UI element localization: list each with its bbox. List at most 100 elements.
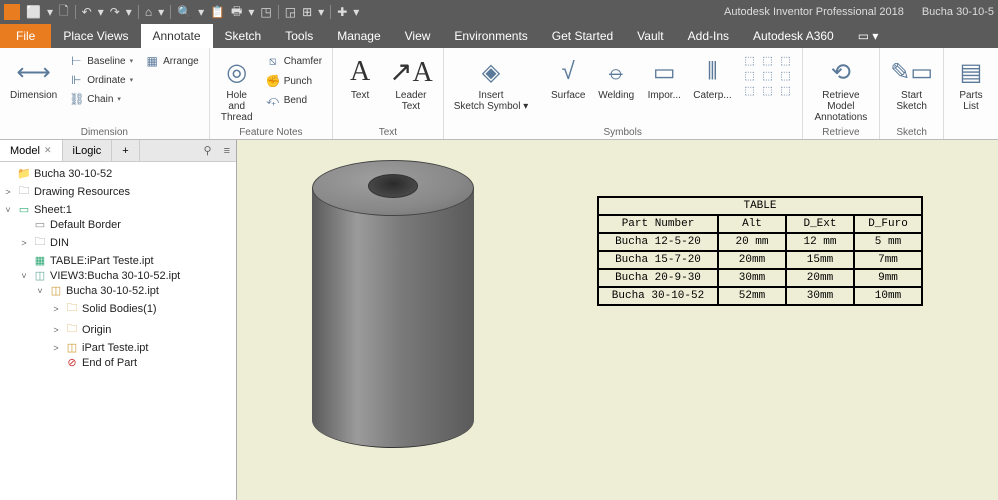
tab-tools[interactable]: Tools: [273, 24, 325, 48]
group-feature-notes: ◎ Hole and Thread ⧅Chamfer✊Punch⤽Bend Fe…: [210, 48, 333, 139]
tree-node[interactable]: ▭Default Border: [2, 217, 234, 232]
tree-node[interactable]: >◫iPart Teste.ipt: [2, 340, 234, 355]
symbol-side-icon[interactable]: ⬚: [742, 84, 758, 97]
qat-icon[interactable]: 🖶: [231, 2, 242, 23]
tree-twisty[interactable]: ˅: [2, 205, 14, 215]
tree-icon: 🗀: [33, 233, 47, 252]
tree-twisty[interactable]: ˅: [18, 271, 30, 281]
tree-node[interactable]: ▦TABLE:iPart Teste.ipt: [2, 253, 234, 268]
tab-manage[interactable]: Manage: [325, 24, 392, 48]
tree-label: Origin: [82, 324, 111, 336]
table-row: Bucha 12-5-2020 mm12 mm5 mm: [598, 233, 922, 251]
tab-get-started[interactable]: Get Started: [540, 24, 625, 48]
tree-node[interactable]: >🗀DIN: [2, 232, 234, 253]
tree-twisty[interactable]: >: [50, 304, 62, 314]
table-cell: 12 mm: [786, 233, 854, 251]
table-row: Bucha 15-7-2020mm15mm7mm: [598, 251, 922, 269]
close-icon[interactable]: ✕: [44, 145, 52, 156]
leader-text-button[interactable]: ↗ALeader Text: [385, 50, 437, 112]
symbol-side-icon[interactable]: ⬚: [778, 84, 794, 97]
tree-node[interactable]: 📁Bucha 30-10-52: [2, 166, 234, 181]
tab-▭-▾[interactable]: ▭ ▾: [846, 24, 891, 48]
tab-place-views[interactable]: Place Views: [51, 24, 140, 48]
tree-icon: ◫: [65, 341, 79, 354]
tab-autodesk-a360[interactable]: Autodesk A360: [741, 24, 846, 48]
browser-tool[interactable]: ≡: [218, 145, 236, 157]
drawing-canvas[interactable]: TABLEPart NumberAltD_ExtD_FuroBucha 12-5…: [237, 140, 998, 500]
tree-twisty[interactable]: >: [18, 238, 30, 248]
tab-annotate[interactable]: Annotate: [141, 24, 213, 48]
chain-button[interactable]: ⛓Chain: [65, 90, 137, 108]
tree-label: VIEW3:Bucha 30-10-52.ipt: [50, 270, 180, 282]
qat-icon[interactable]: ▾: [126, 5, 132, 19]
qat-icon[interactable]: ✚: [337, 5, 347, 19]
qat-icon[interactable]: ⊞: [302, 5, 312, 19]
insert-sketch-symbol-button[interactable]: ◈ Insert Sketch Symbol ▾: [450, 50, 533, 112]
qat-icon[interactable]: ↶: [82, 5, 92, 19]
symbol-side-icon[interactable]: ⬚: [760, 69, 776, 82]
tab-add-ins[interactable]: Add-Ins: [676, 24, 741, 48]
text-button[interactable]: AText: [339, 50, 381, 101]
parts-list-button[interactable]: ▤ Parts List: [950, 50, 992, 112]
symbol-side-icon[interactable]: ⬚: [760, 84, 776, 97]
tree-twisty[interactable]: >: [2, 187, 14, 197]
browser-tool[interactable]: ⚲: [198, 144, 218, 157]
chamfer-button[interactable]: ⧅Chamfer: [262, 52, 326, 71]
dimension-button[interactable]: ⟷ Dimension: [6, 50, 61, 101]
symbol-side-icon[interactable]: ⬚: [742, 54, 758, 67]
qat-icon[interactable]: ▾: [353, 5, 359, 19]
qat-icon[interactable]: ▾: [158, 5, 164, 19]
tree-twisty[interactable]: >: [50, 343, 62, 353]
tree-node[interactable]: ˅◫Bucha 30-10-52.ipt: [2, 283, 234, 298]
impor--button[interactable]: ▭Impor...: [641, 50, 687, 101]
tree-icon: ▭: [17, 203, 31, 216]
qat-icon[interactable]: ▾: [248, 5, 254, 19]
surface-button[interactable]: √Surface: [545, 50, 591, 101]
tree-node[interactable]: ˅◫VIEW3:Bucha 30-10-52.ipt: [2, 268, 234, 283]
qat-icon[interactable]: ▾: [98, 5, 104, 19]
tab-view[interactable]: View: [393, 24, 443, 48]
symbol-side-icon[interactable]: ⬚: [778, 69, 794, 82]
tab-environments[interactable]: Environments: [442, 24, 539, 48]
add-tab-button[interactable]: +: [112, 140, 139, 161]
symbol-side-icon[interactable]: ⬚: [742, 69, 758, 82]
qat-icon[interactable]: 📋: [210, 5, 225, 19]
table-cell: 20mm: [718, 251, 786, 269]
qat-icon[interactable]: ◳: [260, 5, 271, 19]
tab-sketch[interactable]: Sketch: [213, 24, 274, 48]
qat-icon[interactable]: ⬜: [26, 5, 41, 19]
arrange-button[interactable]: ▦ Arrange: [141, 52, 203, 70]
symbol-side-icon[interactable]: ⬚: [760, 54, 776, 67]
browser-tab-model[interactable]: Model✕: [0, 140, 63, 161]
ordinate-button[interactable]: ⊩Ordinate: [65, 71, 137, 89]
qat-icon[interactable]: 🗋: [59, 2, 69, 23]
tree-twisty[interactable]: >: [50, 325, 62, 335]
welding-button[interactable]: ⦵Welding: [593, 50, 639, 101]
app-icon[interactable]: [4, 4, 20, 20]
tree-node[interactable]: ⊘End of Part: [2, 355, 234, 370]
browser-tab-ilogic[interactable]: iLogic: [63, 140, 113, 161]
ribbon-tabs: FilePlace ViewsAnnotateSketchToolsManage…: [0, 24, 998, 48]
start-sketch-button[interactable]: ✎▭ Start Sketch: [886, 50, 937, 112]
tree-node[interactable]: >🗀Drawing Resources: [2, 181, 234, 202]
bend-button[interactable]: ⤽Bend: [262, 91, 326, 110]
qat-icon[interactable]: ⌂: [145, 5, 152, 19]
tab-file[interactable]: File: [0, 24, 51, 48]
qat-icon[interactable]: ▾: [318, 5, 324, 19]
caterp--button[interactable]: ⦀Caterp...: [689, 50, 735, 101]
punch-button[interactable]: ✊Punch: [262, 72, 326, 90]
retrieve-annotations-button[interactable]: ⟲ Retrieve Model Annotations: [809, 50, 874, 123]
tree-node[interactable]: >🗀Origin: [2, 319, 234, 340]
hole-thread-button[interactable]: ◎ Hole and Thread: [216, 50, 258, 123]
tree-node[interactable]: >🗀Solid Bodies(1): [2, 298, 234, 319]
tab-vault[interactable]: Vault: [625, 24, 675, 48]
qat-icon[interactable]: ◲: [285, 5, 296, 19]
qat-icon[interactable]: ↷: [110, 5, 120, 19]
tree-twisty[interactable]: ˅: [34, 286, 46, 296]
qat-icon[interactable]: ▾: [47, 5, 53, 19]
tree-node[interactable]: ˅▭Sheet:1: [2, 202, 234, 217]
symbol-side-icon[interactable]: ⬚: [778, 54, 794, 67]
qat-icon[interactable]: ▾: [198, 5, 204, 19]
baseline-button[interactable]: ⊢Baseline: [65, 52, 137, 70]
qat-icon[interactable]: 🔍: [177, 5, 192, 19]
